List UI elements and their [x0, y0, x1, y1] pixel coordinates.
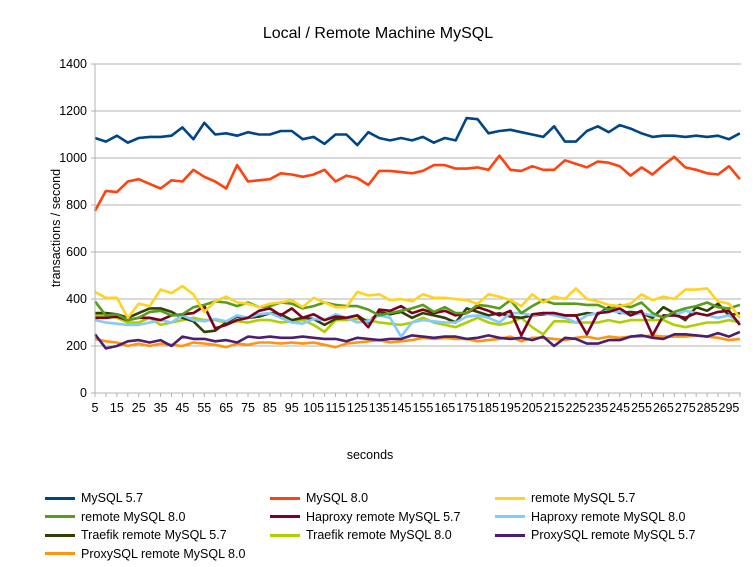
y-tick-label: 1400 [59, 57, 87, 71]
x-tick-label: 135 [369, 401, 390, 415]
x-tick-label: 285 [697, 401, 718, 415]
x-tick-label: 205 [522, 401, 543, 415]
series-line-mysql-5-7 [94, 116, 741, 147]
x-tick-label: 275 [675, 401, 696, 415]
legend-label: Haproxy remote MySQL 8.0 [531, 509, 686, 524]
legend-item: remote MySQL 8.0 [45, 509, 185, 525]
legend-swatch [495, 515, 525, 518]
x-axis-label: seconds [347, 448, 394, 462]
x-tick-label: 295 [719, 401, 740, 415]
y-tick-label: 1000 [59, 151, 87, 165]
legend-item: ProxySQL remote MySQL 8.0 [45, 546, 245, 562]
x-tick-label: 35 [154, 401, 168, 415]
y-tick-label: 600 [66, 245, 87, 259]
x-tick-label: 235 [587, 401, 608, 415]
x-tick-label: 105 [303, 401, 324, 415]
x-tick-label: 155 [412, 401, 433, 415]
series-line-remote-mysql-5-7 [94, 284, 741, 320]
x-axis-ticks: 5 15 25 35 45 55 65 75 85 95 105 115 125 135 145 155 165… [92, 393, 741, 415]
series-line-proxysql-remote-mysql-5-7 [93, 330, 741, 350]
legend-swatch [45, 515, 75, 518]
x-tick-label: 15 [110, 401, 124, 415]
x-tick-label: 125 [347, 401, 368, 415]
legend-item: Traefik remote MySQL 5.7 [45, 527, 227, 543]
y-tick-label: 800 [66, 198, 87, 212]
legend-swatch [45, 496, 75, 500]
gridlines [95, 63, 741, 347]
x-tick-label: 225 [566, 401, 587, 415]
legend-label: ProxySQL remote MySQL 8.0 [81, 546, 246, 561]
legend-item: ProxySQL remote MySQL 5.7 [495, 527, 695, 543]
legend-label: MySQL 8.0 [306, 491, 369, 505]
y-axis-label: transactions / second [49, 169, 63, 287]
legend-label: Traefik remote MySQL 5.7 [81, 528, 227, 542]
legend-label: remote MySQL 8.0 [81, 509, 186, 524]
y-tick-label: 200 [66, 339, 87, 353]
x-tick-label: 145 [391, 401, 412, 415]
x-tick-label: 265 [653, 401, 674, 415]
legend-label: MySQL 5.7 [81, 491, 144, 505]
x-tick-label: 195 [500, 401, 521, 415]
x-tick-label: 165 [434, 401, 455, 415]
legend-swatch [45, 552, 75, 555]
y-axis-ticks: 0 200 400 600 800 1000 1200 1400 [59, 57, 95, 400]
legend-item: Traefik remote MySQL 8.0 [270, 527, 452, 543]
y-tick-label: 0 [80, 386, 87, 400]
legend-label: remote MySQL 5.7 [531, 491, 636, 505]
x-tick-label: 85 [263, 401, 277, 415]
legend-swatch [270, 496, 300, 500]
x-tick-label: 115 [326, 401, 346, 415]
legend-label: Haproxy remote MySQL 5.7 [306, 509, 461, 524]
legend-item: Haproxy remote MySQL 8.0 [495, 509, 685, 525]
legend-item: MySQL 5.7 [45, 490, 143, 506]
x-tick-label: 55 [197, 401, 211, 415]
legend-label: Traefik remote MySQL 8.0 [306, 528, 452, 542]
y-tick-label: 1200 [59, 104, 87, 118]
x-tick-label: 45 [175, 401, 189, 415]
x-tick-label: 245 [609, 401, 630, 415]
legend-item: remote MySQL 5.7 [495, 490, 635, 506]
x-tick-label: 255 [631, 401, 652, 415]
x-tick-label: 215 [544, 401, 565, 415]
legend-item: MySQL 8.0 [270, 490, 368, 506]
legend-swatch [495, 496, 525, 500]
legend-swatch [270, 533, 300, 537]
x-tick-label: 75 [241, 401, 255, 415]
legend-item: Haproxy remote MySQL 5.7 [270, 509, 460, 525]
legend-label: ProxySQL remote MySQL 5.7 [531, 528, 696, 542]
series-line-remote-mysql-8-0 [93, 298, 741, 322]
series-line-mysql-8-0 [93, 154, 741, 212]
y-tick-label: 400 [66, 292, 87, 306]
x-tick-label: 185 [478, 401, 499, 415]
x-tick-label: 65 [219, 401, 233, 415]
series-lines [93, 116, 741, 350]
legend-swatch [495, 533, 525, 537]
legend-swatch [45, 533, 75, 537]
chart-title: Local / Remote Machine MySQL [263, 25, 493, 42]
series-line-traefik-remote-mysql-5-7 [95, 302, 741, 334]
x-tick-label: 175 [456, 401, 477, 415]
legend-swatch [270, 515, 300, 518]
x-tick-label: 95 [285, 401, 299, 415]
x-tick-label: 5 [92, 401, 99, 415]
x-tick-label: 25 [132, 401, 146, 415]
